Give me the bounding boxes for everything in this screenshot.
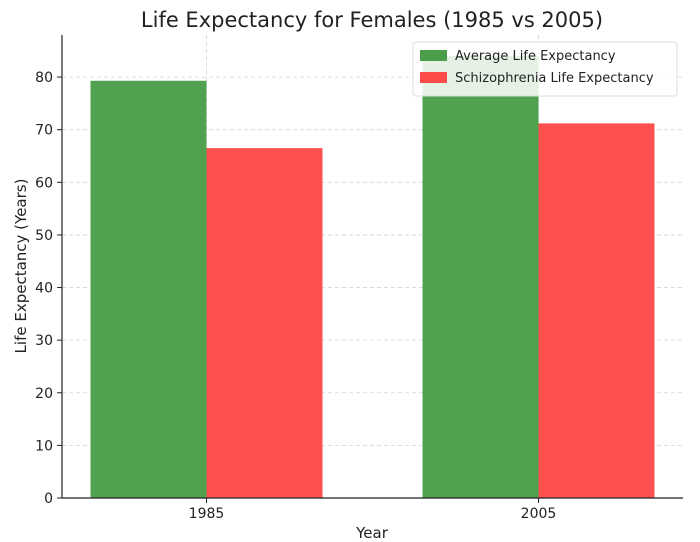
bar-schizophrenia-1985 [206, 148, 323, 498]
legend-swatch [420, 50, 447, 61]
y-axis-title: Life Expectancy (Years) [12, 179, 30, 354]
y-tick-label: 20 [35, 386, 53, 402]
legend-box [412, 41, 678, 97]
y-tick-label: 0 [44, 491, 53, 507]
bar-average-1985 [90, 80, 207, 498]
y-tick-label: 60 [35, 175, 53, 191]
legend-swatch [420, 72, 447, 83]
y-tick-label: 50 [35, 228, 53, 244]
bar-schizophrenia-2005 [538, 123, 655, 499]
bar-average-2005 [422, 56, 539, 498]
legend-label: Average Life Expectancy [455, 49, 616, 64]
axes [57, 35, 683, 503]
y-tick-label: 70 [35, 123, 53, 139]
x-tick-label: 2005 [521, 506, 557, 522]
tick-labels: 0 10 20 30 40 50 60 70 80 1985 2005 [35, 70, 556, 522]
legend-label: Schizophrenia Life Expectancy [455, 71, 654, 86]
x-axis-title: Year [355, 524, 389, 542]
y-tick-label: 80 [35, 70, 53, 86]
y-tick-label: 30 [35, 333, 53, 349]
y-tick-label: 40 [35, 281, 53, 297]
x-tick-label: 1985 [189, 506, 225, 522]
chart-title: Life Expectancy for Females (1985 vs 200… [141, 8, 603, 32]
legend: Average Life Expectancy Schizophrenia Lif… [412, 41, 678, 97]
bars [90, 56, 655, 499]
y-tick-label: 10 [35, 438, 53, 454]
